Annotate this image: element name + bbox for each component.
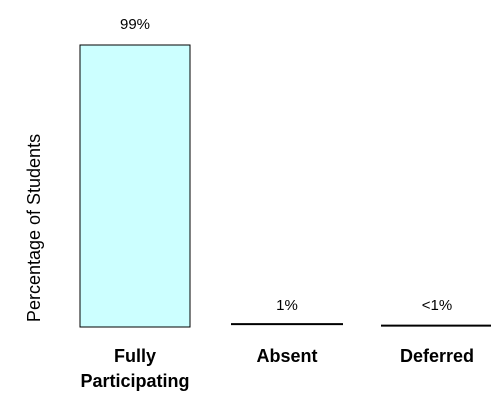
category-label-0-line-0: Fully [114,346,156,366]
data-labels-group: 99% 1% <1% [120,16,452,314]
category-label-1-line-0: Absent [256,346,317,366]
category-label-2-line-0: Deferred [400,346,474,366]
y-axis-label: Percentage of Students [24,134,44,322]
data-label-2: <1% [422,297,452,314]
category-label-0-line-1: Participating [80,371,189,391]
category-labels-group: Fully Participating Absent Deferred [80,346,474,391]
bar-0 [79,44,191,328]
data-label-0: 99% [120,16,150,33]
data-label-1: 1% [276,297,298,314]
bars-group [79,44,491,328]
